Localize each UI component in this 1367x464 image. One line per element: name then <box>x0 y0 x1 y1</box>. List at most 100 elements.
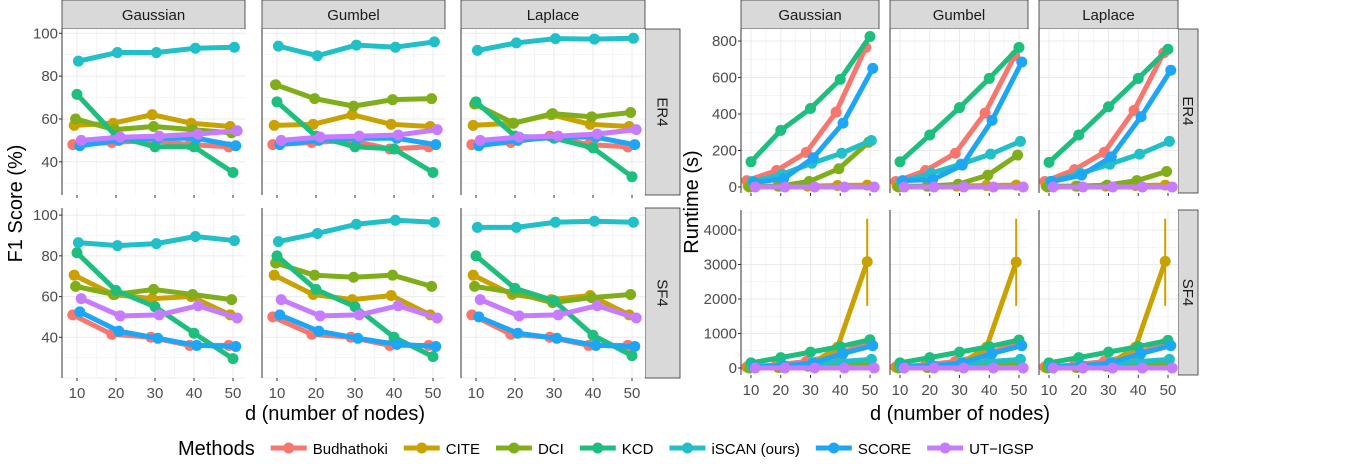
data-point <box>629 340 641 352</box>
x-tick-label: 30 <box>951 382 968 399</box>
panel-gumbel-er4 <box>889 29 1029 196</box>
data-point <box>428 36 440 48</box>
x-tick-label: 20 <box>308 385 325 402</box>
x-tick-label: 30 <box>147 385 164 402</box>
data-point <box>625 289 637 301</box>
data-point <box>1166 181 1178 193</box>
legend-key-point <box>828 442 840 454</box>
data-point <box>924 129 936 141</box>
data-point <box>1128 104 1140 116</box>
legend-key-point <box>508 442 520 454</box>
data-point <box>188 141 200 153</box>
facet-label: Gaussian <box>122 7 185 24</box>
data-point <box>547 108 559 120</box>
legend-label: DCI <box>538 441 564 458</box>
panel-background <box>262 208 445 378</box>
data-point <box>630 124 642 136</box>
data-point <box>226 294 238 306</box>
data-point <box>588 33 600 45</box>
x-axis-label: d (number of nodes) <box>870 403 1050 425</box>
data-point <box>1162 43 1174 55</box>
data-point <box>114 310 126 322</box>
data-point <box>1043 156 1055 168</box>
data-point <box>626 171 638 183</box>
x-tick-label: 10 <box>892 382 909 399</box>
data-point <box>1077 181 1089 193</box>
data-point <box>867 340 879 352</box>
data-point <box>228 41 240 53</box>
data-point <box>152 332 164 344</box>
data-point <box>549 216 561 228</box>
facet-row-label: ER4 <box>1179 96 1196 125</box>
data-point <box>272 236 284 248</box>
x-tick-label: 10 <box>269 385 286 402</box>
data-point <box>928 362 940 374</box>
facet-label: Gumbel <box>327 7 380 24</box>
data-point <box>629 139 641 151</box>
chart-f1: Gaussian Gumbel Laplace ER4 40 60 80 100 SF4 40 60… <box>5 0 681 425</box>
x-tick-label: 10 <box>468 385 485 402</box>
data-point <box>864 30 876 42</box>
facet-strip <box>1038 0 1179 30</box>
facet-strip <box>261 0 446 30</box>
data-point <box>467 269 479 281</box>
facet-label: Gumbel <box>933 7 986 24</box>
data-point <box>954 102 965 114</box>
data-point <box>471 221 483 233</box>
data-point <box>68 269 80 281</box>
data-point <box>586 292 598 304</box>
data-point <box>474 134 486 146</box>
x-tick-label: 20 <box>108 385 125 402</box>
data-point <box>272 40 284 52</box>
y-tick-label: 100 <box>33 207 58 224</box>
panel-gumbel-sf4: 10 20 30 40 50 <box>261 208 445 402</box>
panel-gaussian-sf4: 10 20 30 40 50 <box>61 208 245 402</box>
y-tick-label: 60 <box>41 111 58 128</box>
panel-gaussian-sf4: 10 20 30 40 50 <box>740 210 880 399</box>
data-point <box>230 340 242 352</box>
data-point <box>1107 362 1119 374</box>
data-point <box>188 327 200 339</box>
facet-row-label: SF4 <box>654 279 671 307</box>
data-point <box>311 50 323 62</box>
data-point <box>627 216 639 228</box>
data-point <box>987 362 999 374</box>
data-point <box>590 339 602 351</box>
facet-row-label: ER4 <box>654 97 671 126</box>
data-point <box>865 353 877 365</box>
data-point <box>1163 135 1175 147</box>
data-point <box>111 240 123 252</box>
data-point <box>954 346 965 358</box>
y-tick-label: 600 <box>712 70 737 87</box>
data-point <box>389 41 401 53</box>
data-point <box>430 340 442 352</box>
data-point <box>387 94 399 106</box>
data-point <box>113 325 125 337</box>
facet-strip <box>644 207 681 379</box>
data-point <box>75 134 87 146</box>
data-point <box>513 310 525 322</box>
y-tick-label: 100 <box>33 25 58 42</box>
data-point <box>805 346 816 358</box>
data-point <box>1165 64 1177 76</box>
legend-label: Budhathoki <box>313 441 388 458</box>
data-point <box>513 131 525 143</box>
data-point <box>1135 111 1147 123</box>
facet-strip <box>889 0 1029 30</box>
x-axis-label: d (number of nodes) <box>245 403 425 425</box>
facet-strip <box>61 0 246 30</box>
data-point <box>309 269 321 281</box>
data-point <box>385 290 397 302</box>
facet-row-label: SF4 <box>1179 279 1196 307</box>
data-point <box>1165 340 1177 352</box>
data-point <box>270 79 282 91</box>
data-point <box>627 32 639 44</box>
data-point <box>231 312 243 324</box>
data-point <box>310 283 322 295</box>
data-point <box>510 37 522 49</box>
data-point <box>187 289 199 301</box>
data-point <box>72 55 84 67</box>
x-tick-label: 20 <box>507 385 524 402</box>
x-tick-label: 10 <box>743 382 760 399</box>
data-point <box>1107 181 1119 193</box>
